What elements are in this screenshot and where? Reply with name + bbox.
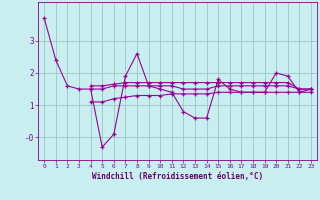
X-axis label: Windchill (Refroidissement éolien,°C): Windchill (Refroidissement éolien,°C)	[92, 172, 263, 181]
